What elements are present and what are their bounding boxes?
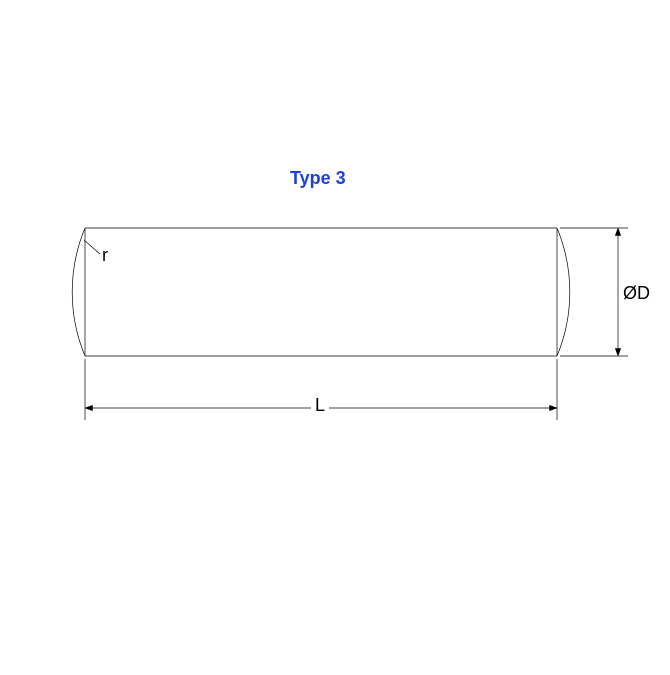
length-label: L (311, 395, 329, 416)
diameter-label: ØD (623, 283, 650, 304)
diagram-title: Type 3 (290, 168, 346, 189)
pin-diagram (0, 0, 670, 670)
radius-label: r (102, 245, 108, 266)
